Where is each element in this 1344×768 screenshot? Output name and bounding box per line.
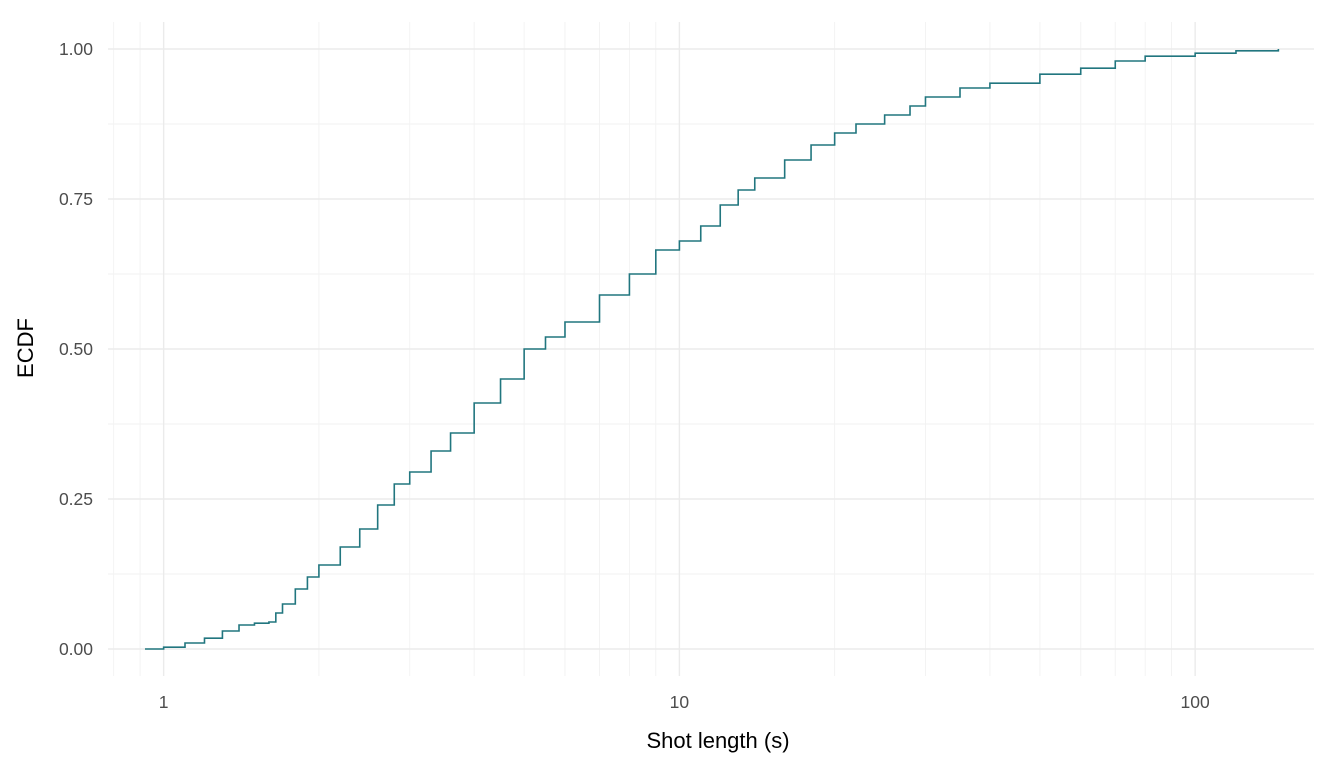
x-tick-label: 100 — [1181, 692, 1210, 712]
major-gridlines — [108, 22, 1314, 676]
y-tick-label: 0.75 — [59, 189, 93, 209]
series-layer — [144, 49, 1280, 650]
y-tick-label: 0.25 — [59, 489, 93, 509]
x-axis-tick-labels: 1 10 100 — [159, 692, 1210, 712]
x-axis-title: Shot length (s) — [646, 728, 789, 753]
y-tick-label: 0.00 — [59, 639, 93, 659]
x-tick-label: 1 — [159, 692, 169, 712]
ecdf-step-line — [144, 49, 1280, 650]
y-tick-label: 0.50 — [59, 339, 93, 359]
x-tick-label: 10 — [670, 692, 690, 712]
y-tick-label: 1.00 — [59, 39, 93, 59]
y-axis-tick-labels: 0.00 0.25 0.50 0.75 1.00 — [59, 39, 93, 659]
y-axis-title: ECDF — [13, 318, 38, 378]
